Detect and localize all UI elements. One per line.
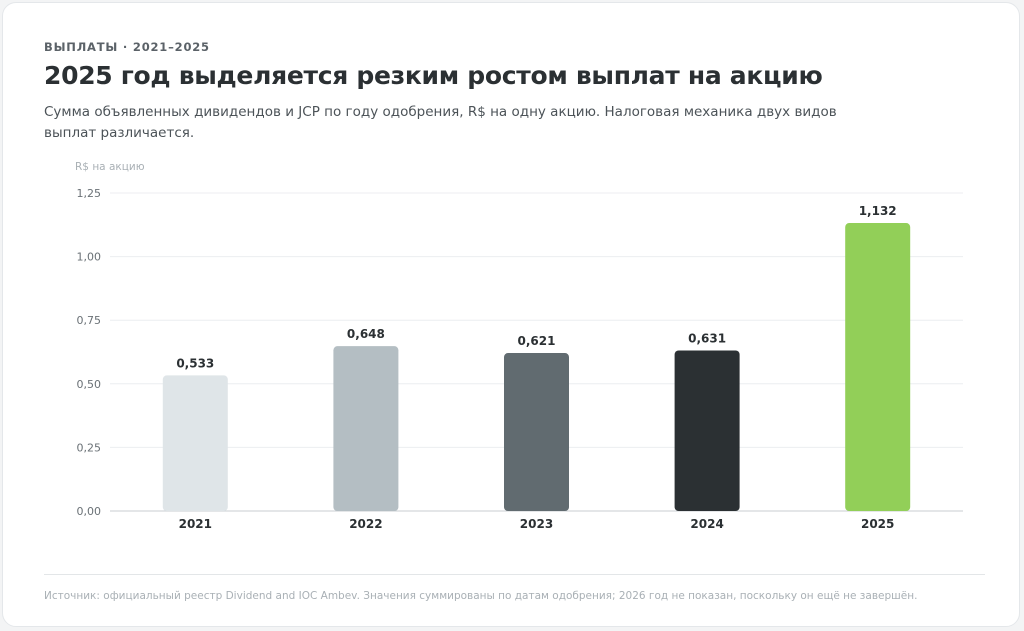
y-tick-label: 1,25 (77, 187, 102, 200)
source-note: Источник: официальный реестр Dividend an… (44, 590, 918, 602)
y-tick-label: 1,00 (77, 251, 102, 264)
x-tick-label: 2021 (179, 517, 212, 531)
bar (845, 223, 911, 511)
bar (504, 353, 569, 511)
bar-value-label: 0,621 (518, 334, 556, 348)
y-tick-label: 0,00 (77, 505, 102, 518)
chart-subtitle: Сумма объявленных дивидендов и JCP по го… (44, 104, 837, 141)
x-tick-label: 2023 (520, 517, 553, 531)
bar (333, 346, 399, 511)
bar-value-label: 1,132 (859, 204, 897, 218)
y-axis-title: R$ на акцию (75, 161, 145, 173)
bar (162, 375, 228, 511)
y-tick-label: 0,50 (77, 378, 102, 391)
bar-value-label: 0,631 (688, 331, 726, 345)
bar-value-label: 0,648 (347, 327, 385, 341)
bar (674, 350, 740, 511)
x-tick-label: 2024 (690, 517, 723, 531)
x-tick-label: 2022 (349, 517, 382, 531)
x-tick-label: 2025 (861, 517, 894, 531)
y-tick-label: 0,25 (77, 441, 102, 454)
bar-value-label: 0,533 (176, 356, 214, 370)
chart-title: 2025 год выделяется резким ростом выплат… (44, 61, 823, 90)
eyebrow-label: ВЫПЛАТЫ · 2021–2025 (44, 40, 210, 54)
footer-divider (44, 574, 985, 575)
y-tick-label: 0,75 (77, 314, 102, 327)
